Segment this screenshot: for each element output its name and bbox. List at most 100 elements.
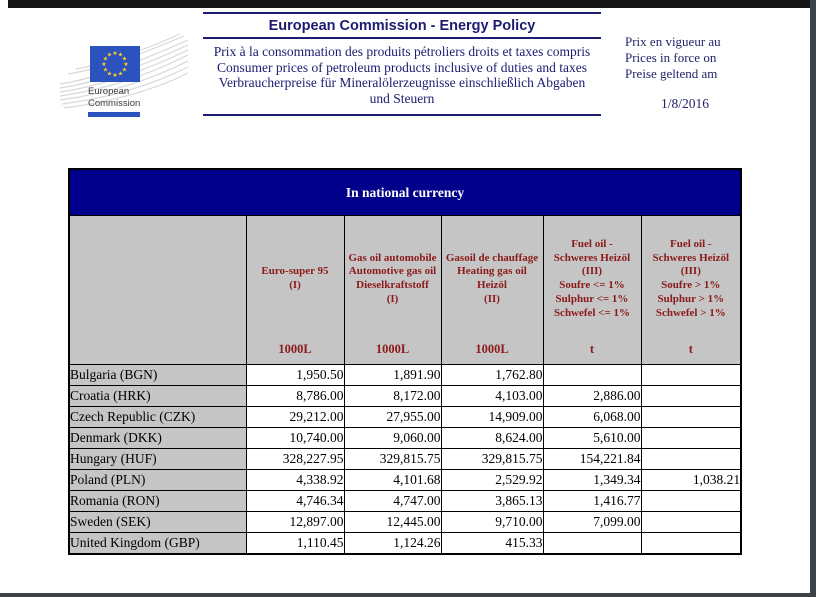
value-cell: 14,909.00 bbox=[440, 406, 544, 428]
value-cell: 3,865.13 bbox=[440, 490, 544, 512]
table-row: United Kingdom (GBP) 1,110.45 1,124.26 415.… bbox=[68, 532, 742, 555]
svg-text:★: ★ bbox=[107, 71, 112, 78]
table-row: Czech Republic (CZK) 29,212.00 27,955.00 14… bbox=[68, 406, 742, 428]
svg-text:★: ★ bbox=[112, 50, 117, 57]
scan-edge-bottom bbox=[0, 593, 816, 597]
value-cell: 1,950.50 bbox=[245, 364, 345, 386]
country-cell: Sweden (SEK) bbox=[68, 511, 247, 533]
date-label-de: Preise geltend am bbox=[625, 65, 718, 81]
table-row: Croatia (HRK) 8,786.00 8,172.00 4,103.00 2,8… bbox=[68, 385, 742, 407]
country-cell: Romania (RON) bbox=[68, 490, 247, 512]
value-cell: 10,740.00 bbox=[245, 427, 345, 449]
value-cell: 4,101.68 bbox=[343, 469, 442, 491]
country-cell: Hungary (HUF) bbox=[68, 448, 247, 470]
country-cell: Denmark (DKK) bbox=[68, 427, 247, 449]
value-cell: 4,338.92 bbox=[245, 469, 345, 491]
svg-text:★: ★ bbox=[107, 52, 112, 59]
value-cell: 1,038.21 bbox=[640, 469, 742, 491]
svg-text:★: ★ bbox=[103, 56, 108, 63]
column-label: Fuel oil - Schweres Heizöl (III) Soufre … bbox=[652, 237, 730, 319]
corner-cell bbox=[68, 215, 247, 365]
value-cell: 12,445.00 bbox=[343, 511, 442, 533]
column-header-heating-gasoil: Gasoil de chauffage Heating gas oil Heiz… bbox=[440, 215, 544, 365]
value-cell: 29,212.00 bbox=[245, 406, 345, 428]
column-label: Euro-super 95 (I) bbox=[261, 265, 329, 291]
column-header-fueloil-low-sulphur: Fuel oil - Schweres Heizöl (III) Soufre … bbox=[542, 215, 642, 365]
value-cell bbox=[640, 511, 742, 533]
value-cell: 4,747.00 bbox=[343, 490, 442, 512]
value-cell: 1,416.77 bbox=[542, 490, 642, 512]
value-cell: 1,891.90 bbox=[343, 364, 442, 386]
value-cell: 12,897.00 bbox=[245, 511, 345, 533]
table-title-row: In national currency bbox=[68, 168, 742, 216]
country-cell: Poland (PLN) bbox=[68, 469, 247, 491]
value-cell: 415.33 bbox=[440, 532, 544, 555]
value-cell: 154,221.84 bbox=[542, 448, 642, 470]
scan-edge-top bbox=[8, 0, 816, 8]
value-cell: 328,227.95 bbox=[245, 448, 345, 470]
value-cell: 329,815.75 bbox=[343, 448, 442, 470]
column-header-automotive-gasoil: Gas oil automobile Automotive gas oil Di… bbox=[343, 215, 442, 365]
svg-text:★: ★ bbox=[101, 61, 106, 68]
table-header-row: Euro-super 95 (I) 1000L Gas oil automobi… bbox=[68, 215, 742, 365]
svg-text:★: ★ bbox=[103, 67, 108, 74]
page-title: European Commission - Energy Policy bbox=[203, 12, 601, 39]
value-cell: 4,103.00 bbox=[440, 385, 544, 407]
value-cell: 2,529.92 bbox=[440, 469, 544, 491]
column-unit: t bbox=[688, 342, 693, 356]
value-cell: 8,786.00 bbox=[245, 385, 345, 407]
value-cell bbox=[640, 406, 742, 428]
svg-text:★: ★ bbox=[122, 67, 127, 74]
table-row: Denmark (DKK) 10,740.00 9,060.00 8,624.00 5,… bbox=[68, 427, 742, 449]
value-cell: 5,610.00 bbox=[542, 427, 642, 449]
svg-text:★: ★ bbox=[123, 61, 128, 68]
value-cell: 329,815.75 bbox=[440, 448, 544, 470]
subtitle-en: Consumer prices of petroleum products in… bbox=[216, 59, 588, 75]
value-cell bbox=[640, 448, 742, 470]
column-unit: t bbox=[589, 342, 595, 356]
value-cell bbox=[542, 532, 642, 555]
column-unit: 1000L bbox=[475, 342, 509, 356]
svg-text:★: ★ bbox=[112, 72, 117, 79]
value-cell bbox=[640, 364, 742, 386]
value-cell bbox=[640, 385, 742, 407]
table-row: Hungary (HUF) 328,227.95 329,815.75 329,815… bbox=[68, 448, 742, 470]
value-cell bbox=[640, 532, 742, 555]
prices-table: In national currency Euro-super 95 (I) 1… bbox=[68, 168, 743, 555]
header-title-block: European Commission - Energy Policy Prix… bbox=[203, 12, 601, 116]
column-unit: 1000L bbox=[375, 342, 410, 356]
country-cell: United Kingdom (GBP) bbox=[68, 532, 247, 555]
date-label-en: Prices in force on bbox=[625, 49, 717, 65]
table-row: Poland (PLN) 4,338.92 4,101.68 2,529.92 1,34… bbox=[68, 469, 742, 491]
table-body: Bulgaria (BGN) 1,950.50 1,891.90 1,762.80 Cr… bbox=[68, 364, 742, 555]
effective-date: 1/8/2016 bbox=[660, 95, 709, 111]
logo-label: European Commission bbox=[88, 86, 141, 109]
country-cell: Bulgaria (BGN) bbox=[68, 364, 247, 386]
subtitle-de: Verbraucherpreise für Mineralölerzeugnis… bbox=[218, 75, 586, 106]
value-cell: 9,060.00 bbox=[343, 427, 442, 449]
ec-logo: ★ ★ ★ ★ ★ ★ ★ ★ ★ ★ ★ ★ European Commiss… bbox=[58, 28, 190, 124]
eu-flag-stars: ★ ★ ★ ★ ★ ★ ★ ★ ★ ★ ★ ★ bbox=[101, 50, 128, 79]
value-cell: 27,955.00 bbox=[343, 406, 442, 428]
column-header-fueloil-high-sulphur: Fuel oil - Schweres Heizöl (III) Soufre … bbox=[640, 215, 742, 365]
value-cell: 7,099.00 bbox=[542, 511, 642, 533]
value-cell: 1,110.45 bbox=[245, 532, 345, 555]
table-title: In national currency bbox=[68, 168, 742, 216]
svg-text:★: ★ bbox=[118, 71, 123, 78]
value-cell: 1,762.80 bbox=[440, 364, 544, 386]
value-cell: 8,172.00 bbox=[343, 385, 442, 407]
value-cell: 8,624.00 bbox=[440, 427, 544, 449]
subtitle-fr: Prix à la consommation des produits pétr… bbox=[213, 44, 591, 59]
value-cell bbox=[640, 427, 742, 449]
value-cell bbox=[542, 364, 642, 386]
column-label: Fuel oil - Schweres Heizöl (III) Soufre … bbox=[553, 237, 631, 319]
table-row: Sweden (SEK) 12,897.00 12,445.00 9,710.00 7,… bbox=[68, 511, 742, 533]
page-subtitle: Prix à la consommation des produits pétr… bbox=[203, 39, 601, 116]
value-cell: 1,124.26 bbox=[343, 532, 442, 555]
value-cell bbox=[640, 490, 742, 512]
country-cell: Czech Republic (CZK) bbox=[68, 406, 247, 428]
country-cell: Croatia (HRK) bbox=[68, 385, 247, 407]
table-row: Romania (RON) 4,746.34 4,747.00 3,865.13 1,4… bbox=[68, 490, 742, 512]
value-cell: 4,746.34 bbox=[245, 490, 345, 512]
